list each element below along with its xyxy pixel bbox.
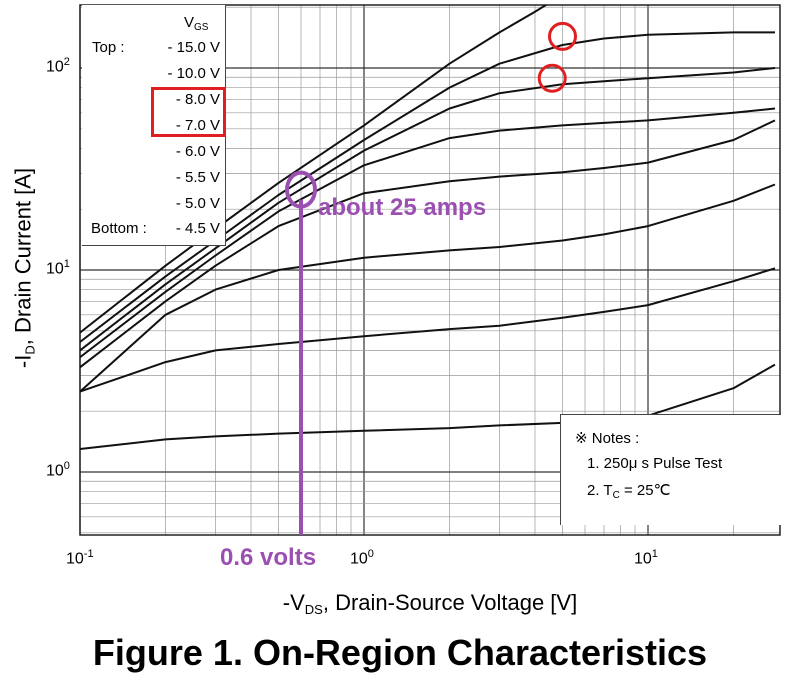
y-axis-label: -ID, Drain Current [A] [10, 167, 38, 369]
series-line [80, 5, 548, 334]
legend-bottom-prefix: Bottom : [91, 220, 147, 237]
series-line [80, 67, 776, 352]
notes-line-1: 1. 250μ s Pulse Test [587, 455, 723, 472]
notes-box: ※ Notes : 1. 250μ s Pulse Test 2. TC = 2… [560, 414, 781, 525]
annotation-current: about 25 amps [318, 194, 487, 221]
x-tick-label: 101 [634, 548, 658, 568]
series-line [80, 363, 776, 450]
legend [82, 5, 226, 246]
series-line [80, 107, 776, 358]
marker-circle [284, 170, 317, 209]
series-line [80, 31, 775, 343]
x-tick-label: 100 [350, 548, 374, 568]
highlight-circle [548, 21, 578, 51]
series-line [80, 267, 776, 393]
legend-highlight-box [151, 87, 226, 137]
series-line [80, 119, 776, 369]
legend-entry: - 8.0 V [175, 91, 220, 108]
y-tick-label: 100 [46, 460, 70, 480]
annotation-voltage: 0.6 volts [218, 544, 319, 572]
plot-frame [79, 4, 781, 536]
notes-line-2: 2. TC = 25℃ [587, 482, 671, 501]
y-tick-label: 101 [46, 258, 70, 278]
legend-entry: - 6.0 V [175, 143, 220, 160]
axes [79, 4, 781, 536]
legend-entry: - 15.0 V [167, 39, 220, 56]
annotation-marks [284, 21, 578, 535]
series-line [80, 183, 776, 393]
legend-entry: - 5.0 V [175, 195, 220, 212]
x-tick-label: 10-1 [66, 548, 94, 568]
curves [80, 5, 776, 450]
legend-entry: - 10.0 V [167, 65, 220, 82]
y-tick-label: 102 [46, 56, 70, 76]
x-axis-label: -VDS, Drain-Source Voltage [V] [282, 590, 578, 617]
figure-caption: Figure 1. On-Region Characteristics [92, 632, 708, 673]
legend-entry: - 4.5 V [175, 220, 220, 237]
notes-title: ※ Notes : [575, 430, 640, 447]
legend-top-prefix: Top : [92, 39, 125, 56]
highlight-circle [537, 63, 567, 93]
legend-entry: - 7.0 V [175, 117, 220, 134]
legend-title: VGS [184, 14, 209, 33]
legend-entry: - 5.5 V [175, 169, 220, 186]
